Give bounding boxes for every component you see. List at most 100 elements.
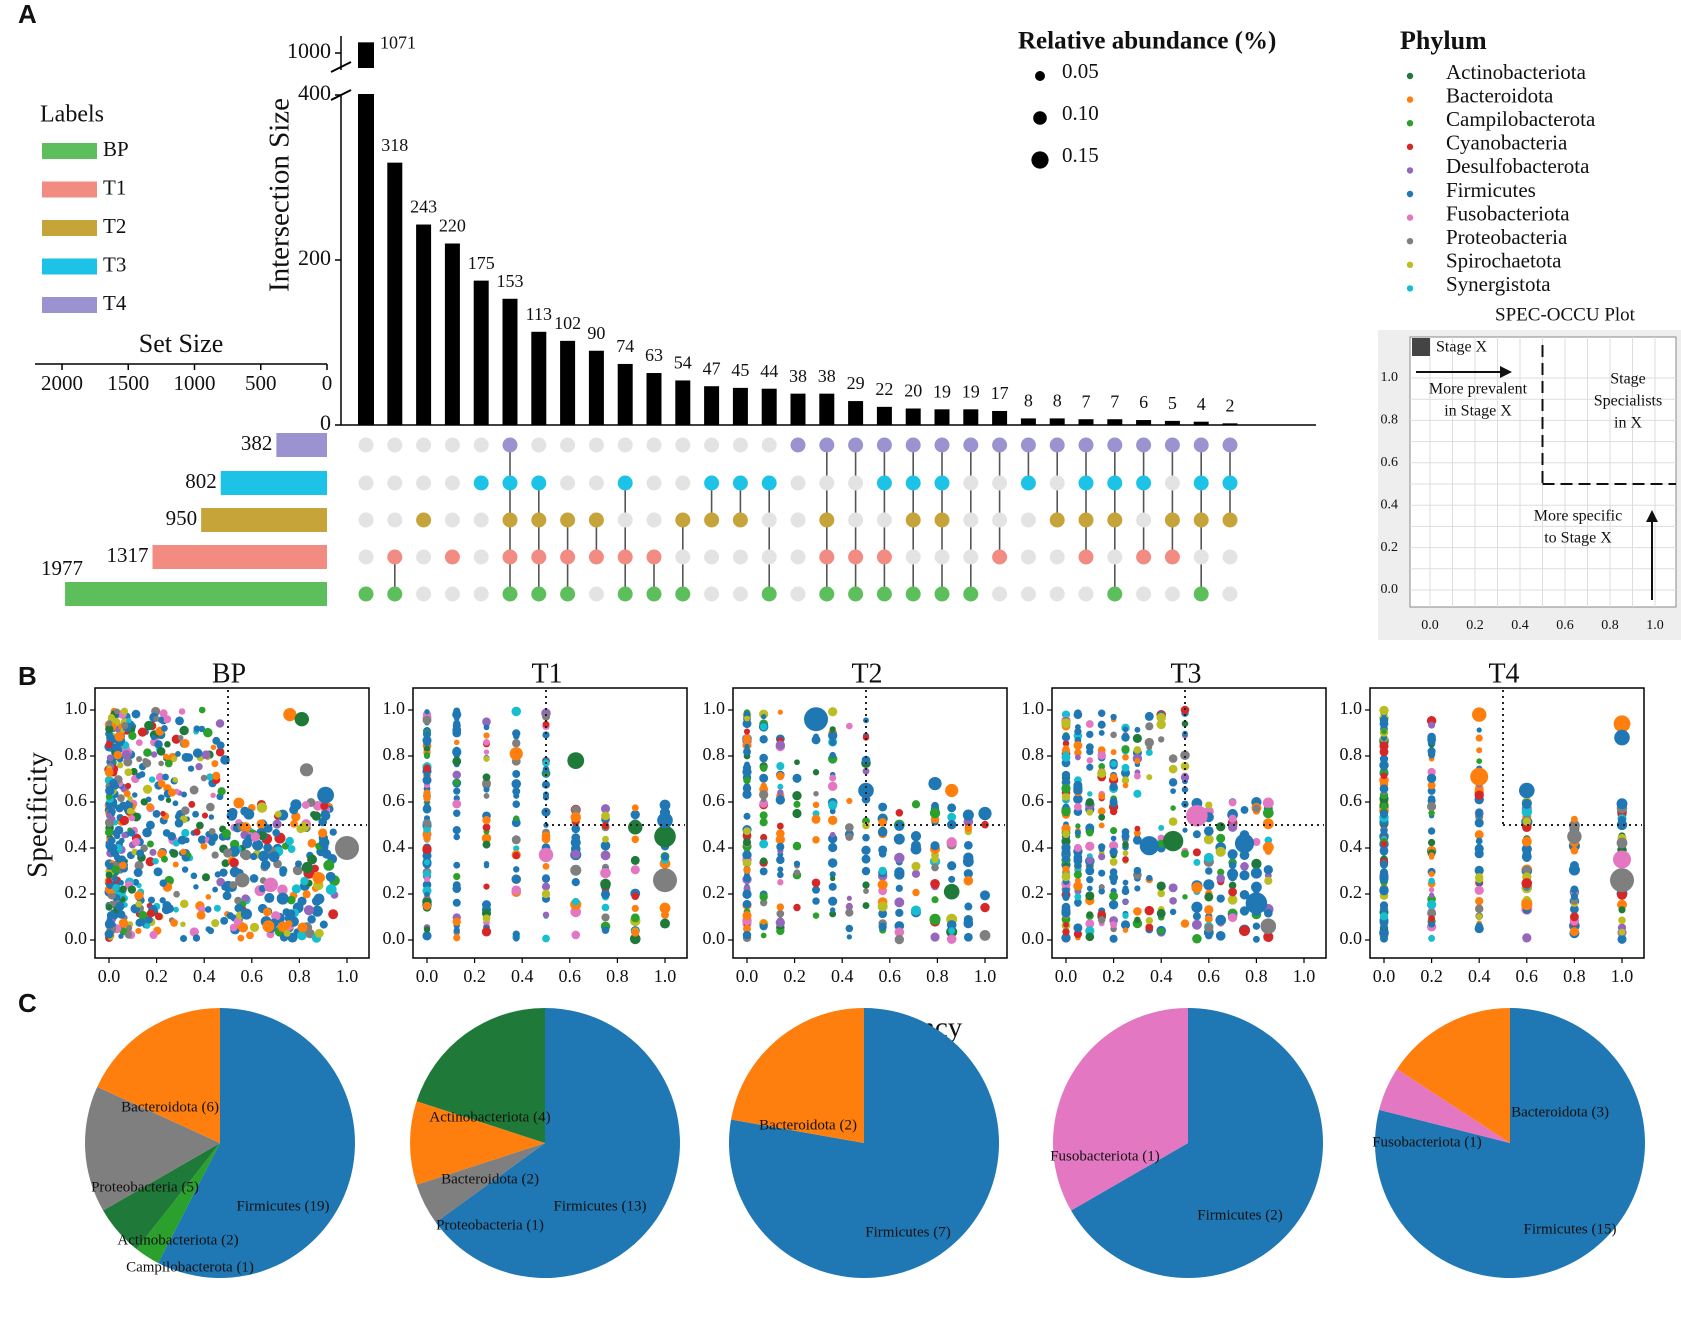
scatter-point [1250, 867, 1262, 879]
scatter-point [106, 864, 113, 870]
scatter-point [1074, 803, 1082, 811]
phylum-legend-dot [1406, 167, 1414, 174]
scatter-point [1521, 878, 1533, 889]
scatter-point [211, 919, 220, 928]
scatter-point [653, 868, 677, 893]
matrix-dot-empty [588, 437, 604, 453]
scatter-x-tick-label: 0.2 [463, 966, 486, 986]
pie-BP: Firmicutes (19) Campilobacterota (1) Actin… [85, 1008, 355, 1278]
scatter-point [1180, 705, 1190, 715]
scatter-point [1085, 866, 1095, 876]
matrix-dot-T3 [1222, 475, 1238, 491]
scatter-panel-T3: T3 0.0 0.2 0.4 0.6 0.8 1.0 0.0 0.2 0.4 0.6 0.8 1.0 [1022, 658, 1327, 986]
set-size-value: 802 [185, 469, 217, 493]
scatter-point [452, 770, 462, 780]
pie-slice-Bacteroidota [1396, 1008, 1510, 1143]
scatter-point [154, 912, 163, 921]
scatter-point [1074, 877, 1081, 884]
set-size-tick-label: 500 [245, 371, 277, 395]
matrix-dot-T3 [732, 475, 748, 491]
scatter-point [759, 892, 768, 902]
scatter-point [1074, 724, 1081, 731]
scatter-point [453, 719, 461, 728]
scatter-point [1426, 899, 1437, 910]
schematic-text-prevalent: More prevalent [1429, 381, 1528, 398]
labels-legend-item: T3 [103, 252, 126, 276]
scatter-point [119, 885, 127, 894]
scatter-point [128, 731, 137, 740]
scatter-point [1215, 914, 1227, 926]
matrix-dot-empty [732, 437, 748, 453]
scatter-point [1182, 827, 1188, 833]
pie-slice-label: Firmicutes (19) [237, 1198, 330, 1214]
matrix-dot-empty [473, 437, 489, 453]
scatter-point [743, 711, 751, 719]
matrix-dot-empty [1164, 475, 1180, 491]
scatter-point [1191, 882, 1203, 894]
panel-letter-C: C [18, 988, 37, 1018]
scatter-point [1205, 801, 1213, 809]
scatter-point [743, 728, 751, 735]
scatter-point [910, 830, 922, 842]
scatter-point [542, 862, 550, 870]
scatter-point [1073, 741, 1083, 750]
scatter-point [239, 850, 249, 859]
scatter-point [1085, 919, 1095, 929]
scatter-point [1180, 761, 1190, 771]
bar-value-label: 45 [731, 360, 749, 380]
scatter-point [189, 927, 199, 937]
scatter-point [862, 902, 870, 910]
scatter-point [110, 816, 116, 822]
scatter-point [107, 836, 116, 845]
scatter-point [229, 923, 238, 932]
scatter-point [1121, 745, 1130, 754]
scatter-point [196, 910, 206, 920]
scatter-point [1216, 822, 1226, 832]
scatter-point [124, 768, 133, 777]
matrix-dot-BP [848, 586, 864, 602]
scatter-point [541, 889, 551, 899]
matrix-dot-empty [387, 437, 403, 453]
scatter-point [812, 897, 820, 905]
scatter-point [877, 879, 888, 890]
scatter-point [274, 810, 282, 818]
matrix-dot-T1 [444, 549, 460, 565]
abundance-legend-title: Relative abundance (%) [1018, 28, 1276, 55]
scatter-point [107, 714, 116, 722]
scatter-point [911, 840, 921, 851]
matrix-dot-empty [444, 475, 460, 491]
scatter-point [1146, 744, 1153, 751]
scatter-point [1381, 830, 1387, 836]
scatter-point [286, 909, 296, 919]
scatter-point [1474, 885, 1484, 895]
scatter-point [1157, 889, 1166, 898]
scatter-point [133, 868, 143, 878]
scatter-point [140, 918, 146, 925]
intersection-bar [704, 386, 720, 425]
matrix-dot-T3 [934, 475, 950, 491]
scatter-point [424, 876, 430, 883]
scatter-point [214, 871, 222, 878]
phylum-legend-title: Phylum [1400, 26, 1487, 55]
scatter-point [423, 764, 431, 772]
labels-legend-swatch-T4 [42, 297, 97, 313]
scatter-point [1427, 786, 1436, 795]
scatter-point [1074, 900, 1082, 907]
scatter-point [169, 849, 179, 858]
matrix-dot-T2 [1078, 512, 1094, 528]
scatter-point [150, 751, 158, 758]
matrix-dot-T2 [905, 512, 921, 528]
matrix-dot-empty [732, 586, 748, 602]
matrix-dot-T3 [761, 475, 777, 491]
scatter-point [162, 773, 169, 781]
scatter-point [513, 935, 520, 942]
scatter-point [174, 818, 184, 828]
intersection-bar [560, 340, 576, 425]
scatter-point [1170, 805, 1176, 811]
scatter-point [1133, 907, 1142, 916]
scatter-point [1098, 730, 1105, 736]
intersection-bar [502, 298, 518, 425]
scatter-point [1251, 858, 1262, 869]
scatter-point [424, 709, 430, 715]
scatter-point [482, 717, 491, 726]
